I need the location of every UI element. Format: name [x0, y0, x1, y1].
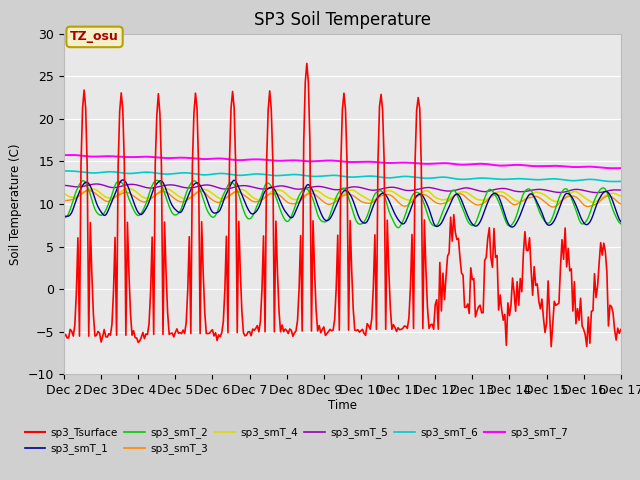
- sp3_smT_3: [165, 191, 173, 197]
- sp3_smT_1: [60, 213, 68, 219]
- sp3_smT_5: [379, 186, 387, 192]
- sp3_Tsurface: [547, 344, 555, 349]
- sp3_smT_3: [76, 192, 83, 198]
- sp3_smT_5: [550, 189, 558, 195]
- sp3_smT_6: [377, 174, 385, 180]
- sp3_smT_7: [617, 165, 625, 171]
- sp3_smT_1: [397, 220, 405, 226]
- Line: sp3_smT_2: sp3_smT_2: [64, 180, 621, 228]
- sp3_smT_5: [410, 187, 417, 193]
- sp3_smT_1: [379, 190, 387, 196]
- Y-axis label: Soil Temperature (C): Soil Temperature (C): [10, 143, 22, 265]
- sp3_smT_7: [550, 163, 558, 169]
- sp3_smT_5: [93, 181, 100, 187]
- sp3_smT_3: [617, 201, 625, 207]
- sp3_smT_2: [617, 221, 625, 227]
- sp3_smT_4: [165, 187, 173, 192]
- sp3_smT_5: [617, 187, 625, 193]
- Line: sp3_smT_3: sp3_smT_3: [64, 191, 621, 207]
- sp3_smT_1: [76, 189, 83, 195]
- X-axis label: Time: Time: [328, 398, 357, 411]
- sp3_Tsurface: [379, 108, 387, 113]
- sp3_Tsurface: [303, 60, 310, 66]
- sp3_smT_2: [379, 189, 387, 195]
- sp3_smT_6: [549, 176, 557, 181]
- sp3_smT_2: [412, 190, 419, 195]
- sp3_smT_6: [164, 171, 172, 177]
- sp3_smT_6: [396, 174, 403, 180]
- Line: sp3_smT_4: sp3_smT_4: [64, 189, 621, 202]
- sp3_smT_3: [552, 204, 559, 209]
- sp3_smT_7: [77, 153, 85, 158]
- Line: sp3_Tsurface: sp3_Tsurface: [64, 63, 621, 347]
- sp3_smT_5: [165, 182, 173, 188]
- sp3_smT_2: [76, 181, 83, 187]
- sp3_smT_5: [397, 186, 405, 192]
- sp3_smT_7: [609, 166, 617, 171]
- sp3_smT_3: [379, 192, 387, 198]
- sp3_smT_6: [60, 168, 68, 174]
- sp3_smT_7: [68, 152, 76, 158]
- sp3_smT_4: [379, 190, 387, 196]
- sp3_Tsurface: [397, 326, 405, 332]
- sp3_Tsurface: [552, 302, 559, 308]
- sp3_smT_2: [394, 225, 402, 231]
- Title: SP3 Soil Temperature: SP3 Soil Temperature: [254, 11, 431, 29]
- sp3_smT_3: [410, 197, 417, 203]
- sp3_Tsurface: [60, 334, 68, 340]
- sp3_smT_3: [549, 204, 557, 210]
- sp3_smT_1: [552, 215, 559, 220]
- Text: TZ_osu: TZ_osu: [70, 30, 119, 43]
- sp3_Tsurface: [164, 310, 172, 316]
- sp3_smT_1: [509, 224, 516, 230]
- sp3_smT_2: [399, 218, 406, 224]
- sp3_smT_1: [119, 177, 127, 183]
- sp3_smT_3: [85, 188, 93, 193]
- sp3_Tsurface: [410, 325, 417, 331]
- sp3_smT_7: [379, 160, 387, 166]
- sp3_smT_7: [165, 155, 173, 161]
- Line: sp3_smT_5: sp3_smT_5: [64, 184, 621, 192]
- Line: sp3_smT_7: sp3_smT_7: [64, 155, 621, 168]
- sp3_smT_1: [410, 198, 417, 204]
- sp3_smT_5: [594, 190, 602, 195]
- sp3_smT_5: [60, 182, 68, 188]
- sp3_smT_7: [410, 160, 417, 166]
- sp3_smT_4: [589, 199, 597, 205]
- sp3_smT_4: [60, 191, 68, 197]
- sp3_smT_6: [76, 169, 83, 175]
- sp3_smT_4: [410, 195, 417, 201]
- sp3_smT_2: [552, 204, 559, 210]
- sp3_smT_1: [165, 196, 173, 202]
- sp3_smT_3: [397, 202, 405, 208]
- sp3_smT_1: [617, 219, 625, 225]
- sp3_smT_7: [397, 160, 405, 166]
- sp3_smT_4: [125, 186, 133, 192]
- Line: sp3_smT_6: sp3_smT_6: [64, 171, 621, 181]
- sp3_Tsurface: [617, 326, 625, 332]
- sp3_smT_4: [76, 192, 83, 198]
- sp3_Tsurface: [76, 333, 83, 339]
- sp3_smT_2: [153, 178, 161, 183]
- sp3_smT_6: [609, 179, 617, 184]
- Legend: sp3_Tsurface, sp3_smT_1, sp3_smT_2, sp3_smT_3, sp3_smT_4, sp3_smT_5, sp3_smT_6, : sp3_Tsurface, sp3_smT_1, sp3_smT_2, sp3_…: [25, 427, 568, 455]
- sp3_smT_3: [60, 198, 68, 204]
- sp3_smT_5: [76, 184, 83, 190]
- sp3_smT_4: [617, 193, 625, 199]
- Line: sp3_smT_1: sp3_smT_1: [64, 180, 621, 227]
- sp3_smT_7: [60, 152, 68, 158]
- sp3_smT_4: [397, 194, 405, 200]
- sp3_smT_2: [165, 204, 173, 209]
- sp3_smT_6: [617, 179, 625, 184]
- sp3_smT_6: [408, 174, 416, 180]
- sp3_smT_2: [60, 215, 68, 220]
- sp3_smT_4: [550, 198, 558, 204]
